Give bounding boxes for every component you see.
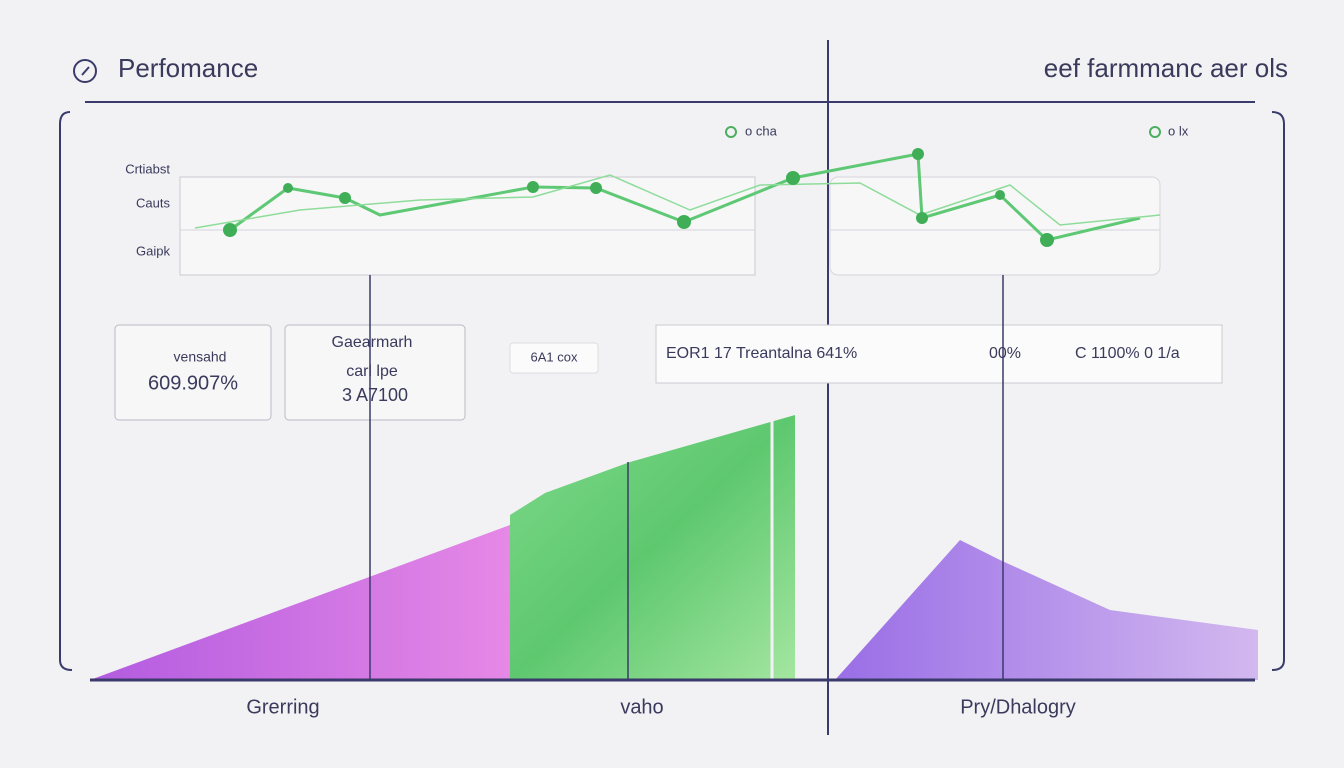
bottom-label: Pry/Dhalogry xyxy=(960,696,1076,718)
status-middle: 00% xyxy=(989,345,1021,362)
legend-label: o cha xyxy=(745,123,778,138)
card-label: carl lpe xyxy=(346,363,398,380)
card-value: 3 A7100 xyxy=(342,385,408,405)
panel-label: Crtiabst xyxy=(125,161,170,176)
trend-line-secondary xyxy=(194,174,1161,229)
right-bracket xyxy=(1271,111,1285,671)
area-violet xyxy=(835,540,1258,680)
card xyxy=(284,324,466,421)
card xyxy=(114,324,272,421)
card-label: vensahd xyxy=(174,349,227,365)
trend-points xyxy=(223,148,1054,247)
guides xyxy=(369,275,1004,680)
line-panel-right xyxy=(829,176,1161,276)
area-purple xyxy=(90,525,510,680)
bottom-label: vaho xyxy=(620,696,663,718)
card-title: Gaearmarh xyxy=(332,334,413,351)
header-title: Perfomance xyxy=(118,53,258,83)
panel-label: Gaipk xyxy=(136,243,170,258)
chip-label: 6A1 cox xyxy=(531,349,578,364)
chip xyxy=(509,342,599,374)
status-bar xyxy=(655,324,1223,384)
card-value: 609.907% xyxy=(148,372,238,394)
header-icon-hand xyxy=(81,66,90,76)
bottom-label: Grerring xyxy=(246,696,319,718)
legend-dot xyxy=(725,126,737,138)
left-bracket xyxy=(59,111,73,671)
line-panel xyxy=(179,176,756,276)
legend-label: o lx xyxy=(1168,123,1189,138)
status-left: EOR1 17 Treantalna 641% xyxy=(666,345,857,362)
header-right-title: eef farmmanc aer ols xyxy=(1044,53,1288,83)
panel-label: Cauts xyxy=(136,195,170,210)
area-green xyxy=(510,415,795,680)
status-right: C 1100% 0 1/a xyxy=(1075,345,1180,362)
header-icon xyxy=(73,59,97,83)
legend-dot xyxy=(1149,126,1161,138)
